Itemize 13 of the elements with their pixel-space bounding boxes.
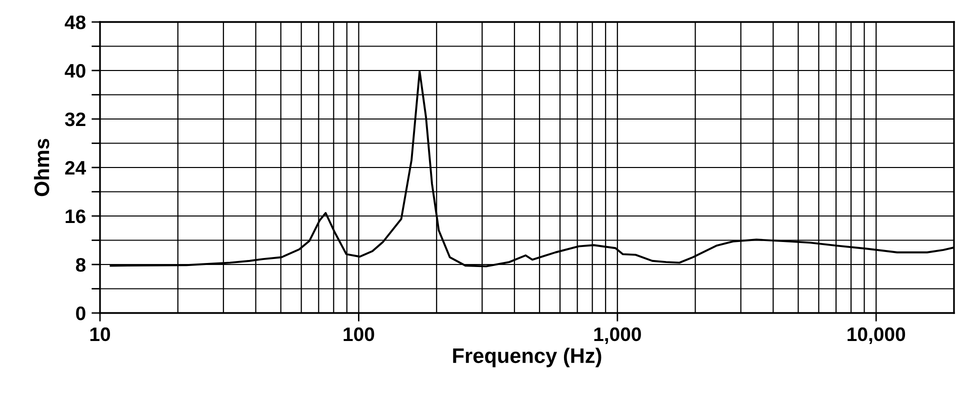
y-tick-label: 48 bbox=[64, 15, 86, 30]
x-tick-label: 1,000 bbox=[594, 327, 641, 344]
y-tick-label: 16 bbox=[66, 209, 86, 224]
y-axis-title: Ohms bbox=[34, 138, 50, 196]
x-tick-label: 10 bbox=[90, 327, 110, 342]
x-axis-title: Frequency (Hz) bbox=[453, 348, 602, 368]
y-tick-label: 0 bbox=[76, 306, 86, 320]
x-tick-label: 100 bbox=[344, 327, 374, 342]
y-tick-label: 24 bbox=[65, 160, 86, 175]
y-tick-label: 40 bbox=[64, 64, 86, 78]
y-tick-label: 32 bbox=[64, 112, 86, 126]
y-tick-label: 8 bbox=[76, 258, 86, 272]
x-tick-label: 10,000 bbox=[848, 327, 906, 344]
